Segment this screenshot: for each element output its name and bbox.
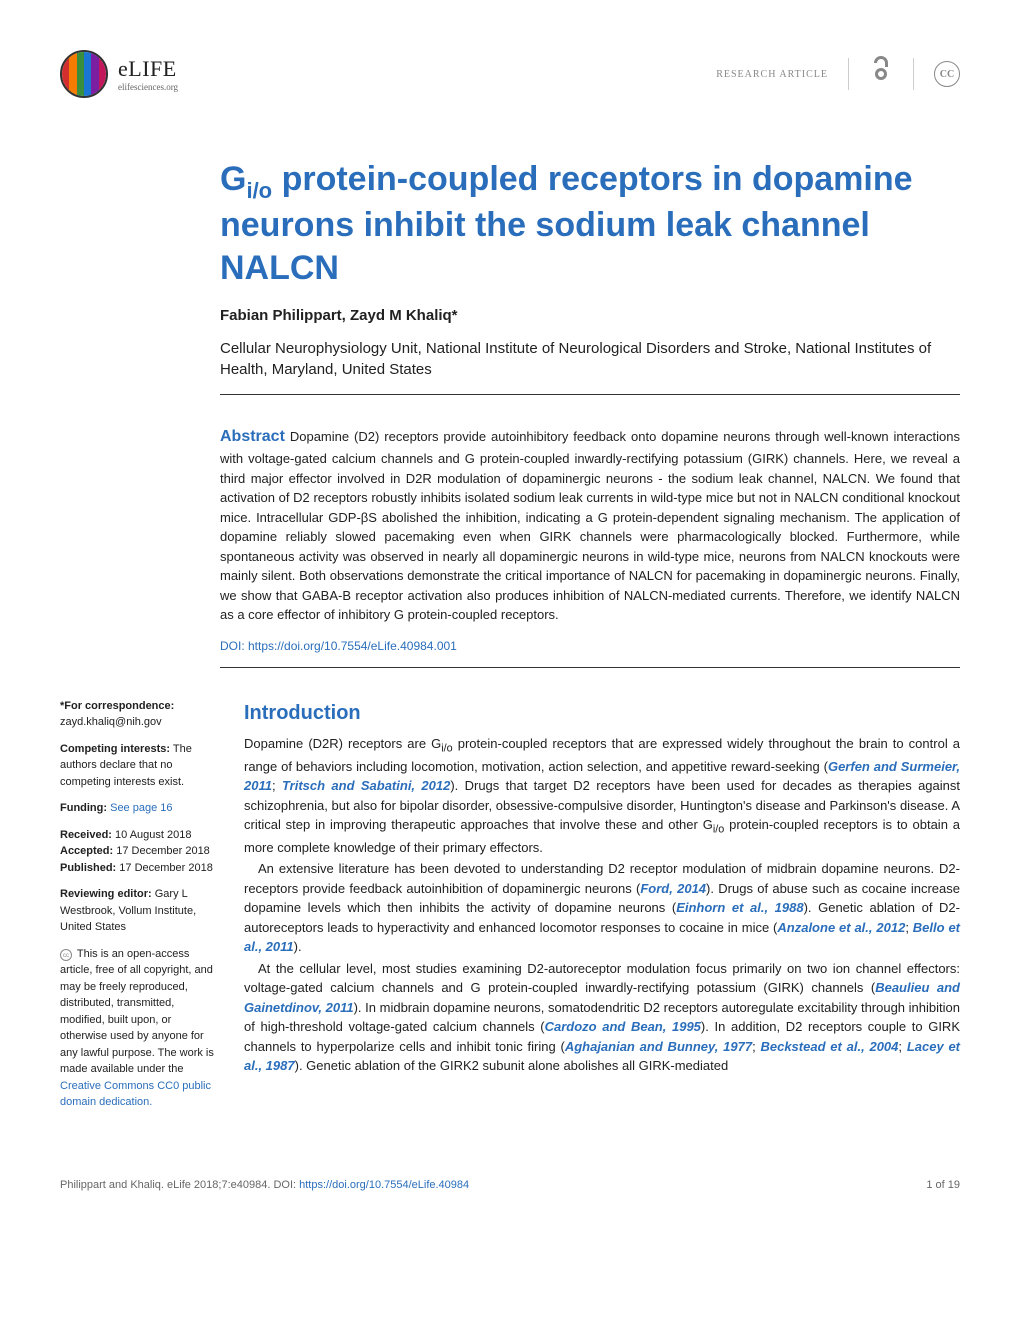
- author-list: Fabian Philippart, Zayd M Khaliq*: [220, 307, 960, 324]
- elife-logo-icon: [60, 50, 108, 98]
- footer-citation: Philippart and Khaliq. eLife 2018;7:e409…: [60, 1179, 299, 1191]
- article-title: Gi/o protein-coupled receptors in dopami…: [220, 158, 960, 289]
- cc-small-icon: cc: [60, 949, 72, 961]
- article-type-label: RESEARCH ARTICLE: [716, 69, 828, 80]
- published-label: Published:: [60, 862, 116, 874]
- correspondence-email[interactable]: zayd.khaliq@nih.gov: [60, 716, 162, 728]
- license-link[interactable]: Creative Commons CC0 public domain dedic…: [60, 1080, 211, 1109]
- editor-label: Reviewing editor:: [60, 888, 152, 900]
- intro-p2: An extensive literature has been devoted…: [244, 859, 960, 957]
- accepted-label: Accepted:: [60, 845, 113, 857]
- divider: [848, 58, 849, 90]
- affiliation: Cellular Neurophysiology Unit, National …: [220, 338, 960, 380]
- divider: [913, 58, 914, 90]
- article-body: Introduction Dopamine (D2R) receptors ar…: [244, 698, 960, 1121]
- cc-license-icon[interactable]: CC: [934, 61, 960, 87]
- received-label: Received:: [60, 829, 112, 841]
- license-text: This is an open-access article, free of …: [60, 948, 214, 1076]
- abstract-heading: Abstract: [220, 428, 285, 445]
- competing-label: Competing interests:: [60, 743, 170, 755]
- journal-url: elifesciences.org: [118, 82, 178, 92]
- accepted-date: 17 December 2018: [113, 845, 210, 857]
- footer-doi-link[interactable]: https://doi.org/10.7554/eLife.40984: [299, 1179, 469, 1191]
- page-footer: Philippart and Khaliq. eLife 2018;7:e409…: [60, 1171, 960, 1191]
- divider-rule: [220, 394, 960, 395]
- article-metadata-sidebar: *For correspondence:zayd.khaliq@nih.gov …: [60, 698, 220, 1121]
- page-header: eLIFE elifesciences.org RESEARCH ARTICLE…: [60, 50, 960, 98]
- abstract-block: Abstract Dopamine (D2) receptors provide…: [220, 425, 960, 625]
- divider-rule: [220, 667, 960, 668]
- abstract-text: Dopamine (D2) receptors provide autoinhi…: [220, 429, 960, 622]
- intro-heading: Introduction: [244, 698, 960, 728]
- journal-logo[interactable]: eLIFE elifesciences.org: [60, 50, 178, 98]
- abstract-doi[interactable]: DOI: https://doi.org/10.7554/eLife.40984…: [220, 639, 960, 653]
- open-access-icon: [869, 54, 893, 94]
- header-meta: RESEARCH ARTICLE CC: [716, 54, 960, 94]
- journal-name: eLIFE: [118, 56, 178, 82]
- intro-p3: At the cellular level, most studies exam…: [244, 959, 960, 1076]
- intro-p1: Dopamine (D2R) receptors are Gi/o protei…: [244, 734, 960, 858]
- funding-link[interactable]: See page 16: [107, 802, 172, 814]
- published-date: 17 December 2018: [116, 862, 213, 874]
- page-number: 1 of 19: [926, 1179, 960, 1191]
- funding-label: Funding:: [60, 802, 107, 814]
- received-date: 10 August 2018: [112, 829, 192, 841]
- correspondence-label: *For correspondence:: [60, 700, 174, 712]
